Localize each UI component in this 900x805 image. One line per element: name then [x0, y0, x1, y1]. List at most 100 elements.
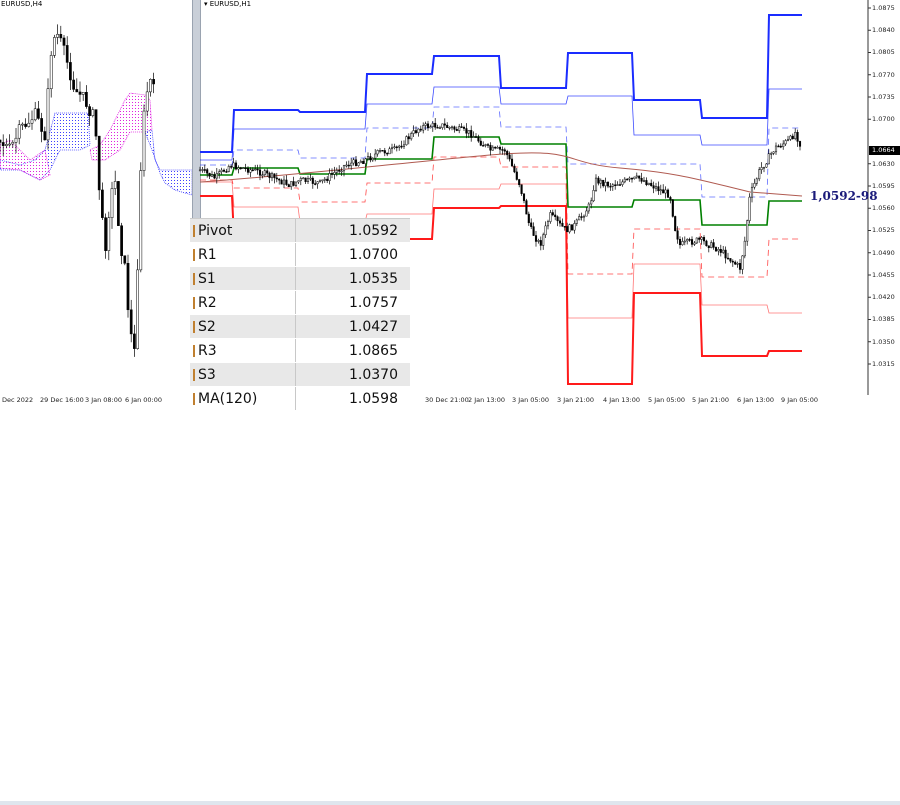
candle-body	[671, 199, 674, 217]
candle-body	[326, 178, 329, 181]
h1-chart[interactable]: ▾ EURUSD,H1	[201, 0, 900, 410]
candle-body	[525, 200, 528, 215]
h4-chart-canvas	[0, 24, 193, 357]
candle-body	[270, 173, 274, 179]
candle-body	[693, 242, 696, 245]
candle-body	[338, 170, 341, 172]
panel-splitter[interactable]	[192, 0, 201, 410]
candle-body	[614, 184, 617, 187]
candle-body	[496, 147, 499, 149]
bottom-scrollbar[interactable]	[0, 801, 900, 805]
candle-body	[316, 181, 319, 185]
h1-time-label: 5 Jan 21:00	[692, 396, 730, 404]
candle-body	[738, 263, 742, 270]
candle-body	[621, 181, 624, 185]
candle-body	[56, 34, 59, 38]
h1-time-label: 2 Jan 13:00	[468, 396, 506, 404]
candle-body	[340, 170, 343, 173]
candle-body	[225, 171, 228, 173]
candle-body	[705, 240, 708, 247]
candle-body	[412, 130, 415, 134]
candle-body	[414, 130, 418, 133]
candle-body	[539, 240, 542, 246]
candle-body	[498, 147, 502, 150]
h4-chart[interactable]: EURUSD,H4	[0, 0, 193, 395]
candle-body	[280, 179, 283, 185]
candle-body	[726, 257, 730, 260]
h1-time-label: 30 Dec 21:00	[425, 396, 469, 404]
h4-time-label: 29 Dec 16:00	[40, 396, 84, 404]
candle-body	[515, 171, 518, 180]
h4-time-label: 3 Jan 08:00	[85, 396, 123, 404]
candle-body	[772, 151, 775, 154]
candle-body	[460, 126, 463, 128]
candle-body	[719, 249, 722, 253]
candle-body	[256, 168, 259, 171]
candle-body	[75, 89, 79, 93]
price-label: 1.0875	[872, 4, 895, 12]
candle-body	[676, 230, 679, 240]
candle-body	[681, 241, 684, 246]
candle-body	[710, 242, 713, 248]
candle-body	[0, 139, 2, 143]
candle-body	[352, 159, 355, 164]
candle-body	[390, 147, 394, 150]
candle-body	[215, 173, 218, 179]
level-marker-icon	[193, 296, 195, 309]
candle-body	[129, 309, 133, 335]
candle-body	[266, 170, 269, 174]
candle-body	[123, 255, 127, 264]
candle-body	[37, 108, 40, 119]
candle-body	[549, 212, 552, 222]
level-value: 1.0592	[349, 222, 398, 239]
level-row-ma120: MA(120) 1.0598	[190, 387, 410, 411]
candle-body	[741, 255, 744, 270]
h4-time-label: 6 Jan 00:00	[125, 396, 163, 404]
candle-body	[426, 123, 430, 129]
candle-body	[650, 182, 653, 186]
candle-body	[630, 177, 634, 180]
candle-body	[477, 136, 480, 142]
candle-body	[40, 118, 43, 132]
candle-body	[330, 173, 334, 175]
candle-body	[623, 178, 626, 183]
candle-body	[791, 135, 794, 139]
price-label: 1.0770	[872, 70, 895, 79]
r2-line	[200, 86, 802, 161]
pivot-zone-annotation: 1,0592-98	[810, 189, 878, 203]
candle-body	[450, 126, 454, 129]
candle-body	[628, 177, 631, 180]
candle-body	[465, 128, 468, 134]
level-value: 1.0535	[349, 270, 398, 287]
dropdown-arrow-icon[interactable]: ▾	[204, 0, 210, 8]
candle-body	[318, 179, 322, 182]
s2-line	[200, 181, 802, 319]
candle-body	[750, 186, 754, 198]
candle-body	[544, 225, 547, 236]
candle-body	[599, 179, 602, 184]
candle-body	[113, 181, 117, 189]
candle-body	[695, 237, 698, 244]
candle-body	[120, 225, 123, 256]
candle-body	[201, 169, 204, 171]
candle-body	[462, 127, 466, 129]
candle-body	[510, 158, 514, 167]
candle-body	[345, 164, 348, 167]
level-name-text: S2	[198, 318, 216, 335]
candle-body	[309, 177, 312, 180]
candle-body	[635, 175, 638, 178]
candle-body	[767, 153, 770, 165]
candle-body	[724, 249, 727, 259]
level-name-text: MA(120)	[198, 390, 258, 407]
candle-body	[417, 128, 420, 133]
h1-time-label: 5 Jan 05:00	[648, 396, 686, 404]
candle-body	[566, 226, 569, 233]
candle-body	[458, 126, 461, 131]
price-label: 1.0420	[872, 293, 895, 302]
h1-time-label: 4 Jan 13:00	[603, 396, 641, 404]
candle-body	[369, 156, 372, 161]
candle-body	[508, 154, 511, 160]
level-value: 1.0757	[349, 294, 398, 311]
candle-body	[275, 177, 278, 180]
h1-chart-canvas	[198, 0, 871, 395]
